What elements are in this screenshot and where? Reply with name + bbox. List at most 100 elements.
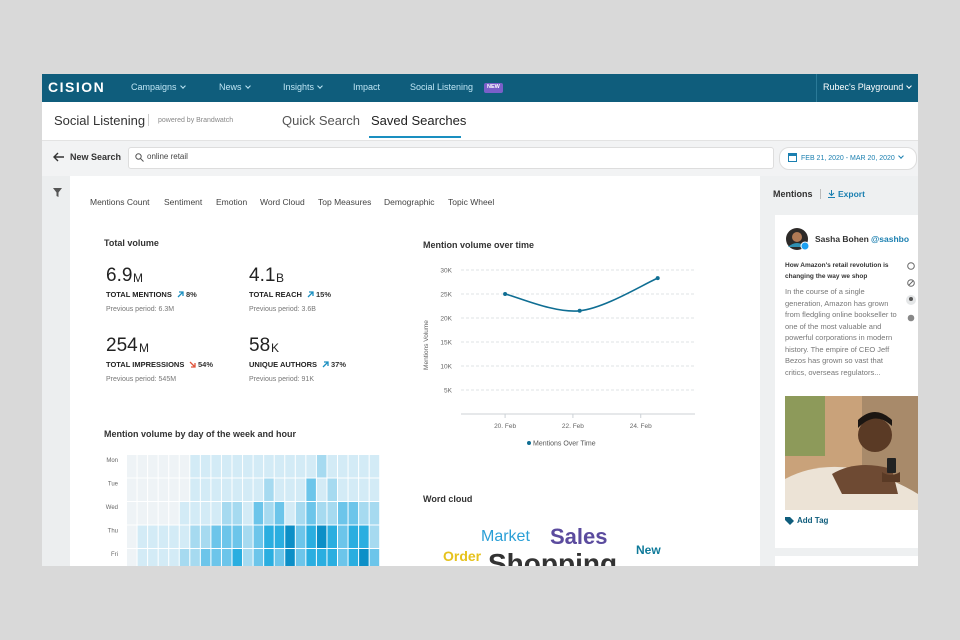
author-name[interactable]: Sasha Bohen xyxy=(815,234,869,244)
add-tag[interactable]: Add Tag xyxy=(797,516,829,525)
heat-cell xyxy=(327,478,337,501)
metric-unit: M xyxy=(139,341,149,355)
analysis-tab[interactable]: Word Cloud xyxy=(260,197,305,207)
heat-cell xyxy=(137,478,148,501)
heat-cell xyxy=(338,455,348,478)
heat-cell xyxy=(348,455,359,478)
heat-cell xyxy=(306,525,316,548)
heat-cell xyxy=(327,525,337,548)
point xyxy=(503,292,508,296)
heat-cell xyxy=(127,549,137,566)
logo[interactable]: CISION xyxy=(48,79,106,95)
account-menu[interactable]: Rubec's Playground xyxy=(823,83,911,92)
row-label: Fri xyxy=(111,552,118,558)
search-icon xyxy=(135,153,144,162)
heat-cell xyxy=(169,478,179,501)
analysis-tab[interactable]: Demographic xyxy=(384,197,435,207)
heat-cell xyxy=(338,502,348,525)
heat-cell xyxy=(137,502,148,525)
heat-cell xyxy=(211,478,221,501)
date-range: FEB 21, 2020 - MAR 20, 2020 xyxy=(801,154,903,162)
heat-cell xyxy=(137,549,148,566)
search-input[interactable] xyxy=(128,147,774,169)
heat-cell xyxy=(359,455,369,478)
metric-label: TOTAL IMPRESSIONS xyxy=(106,360,185,369)
tab[interactable]: Quick Search xyxy=(282,113,361,128)
page-title: Social Listening xyxy=(54,113,146,128)
filter-icon[interactable] xyxy=(53,188,62,197)
export-icon xyxy=(828,190,835,198)
heat-cell xyxy=(348,502,359,525)
heat-cell xyxy=(243,478,253,501)
line xyxy=(504,277,659,312)
section-title: Total volume xyxy=(104,238,159,248)
nav-item[interactable]: Social Listening xyxy=(410,82,474,92)
powered-by: powered by Brandwatch xyxy=(158,117,234,124)
y-tick-label: 10K xyxy=(440,364,452,371)
analysis-tab[interactable]: Top Measures xyxy=(318,197,372,207)
heat-cell xyxy=(369,455,380,478)
analysis-tab[interactable]: Topic Wheel xyxy=(448,197,495,207)
separator xyxy=(816,74,817,102)
tag-icon xyxy=(785,517,794,525)
heat-cell xyxy=(274,525,285,548)
heat-cell xyxy=(232,502,243,525)
heat-cell xyxy=(274,549,285,566)
analysis-tab[interactable]: Sentiment xyxy=(164,197,203,207)
heat-cell xyxy=(211,502,221,525)
analysis-tab[interactable]: Emotion xyxy=(216,197,248,207)
metric-previous: Previous period: 3.6B xyxy=(249,306,316,313)
nav-item[interactable]: Insights xyxy=(283,83,322,92)
heat-cell xyxy=(359,502,369,525)
heat-cell xyxy=(232,478,243,501)
heat-cell xyxy=(285,549,295,566)
heat-cell xyxy=(359,549,369,566)
new-search[interactable]: New Search xyxy=(70,152,122,162)
heat-cell xyxy=(158,549,169,566)
filter-strip xyxy=(42,176,70,566)
nav-item[interactable]: Impact xyxy=(353,82,381,92)
back-arrow[interactable] xyxy=(53,152,65,162)
metric-change: 37% xyxy=(331,360,347,369)
y-tick-label: 15K xyxy=(440,340,452,347)
heat-cell xyxy=(148,525,158,548)
heat-cell xyxy=(190,478,200,501)
heat-cell xyxy=(221,502,232,525)
heat-cell xyxy=(200,502,211,525)
card-icons[interactable] xyxy=(906,261,916,323)
heat-cell xyxy=(306,502,316,525)
metric-change: 15% xyxy=(316,290,332,299)
heat-cell xyxy=(253,502,264,525)
y-tick-label: 5K xyxy=(444,388,453,395)
heat-cell xyxy=(179,478,190,501)
heat-cell xyxy=(211,525,221,548)
heat-cell xyxy=(169,455,179,478)
heat-cell xyxy=(148,478,158,501)
metric-value: 58 xyxy=(249,335,271,356)
heat-cell xyxy=(200,549,211,566)
nav-item[interactable]: Campaigns xyxy=(131,83,185,92)
analysis-tab[interactable]: Mentions Count xyxy=(90,197,150,207)
word: Shopping xyxy=(488,548,618,567)
heat-cell xyxy=(264,549,274,566)
heat-cell xyxy=(338,478,348,501)
metric-unit: M xyxy=(133,271,143,285)
metric-previous: Previous period: 91K xyxy=(249,376,314,383)
heat-cell xyxy=(369,549,380,566)
heat-cell xyxy=(359,525,369,548)
export-button[interactable]: Export xyxy=(838,189,865,199)
nav-badge: NEW xyxy=(484,83,503,93)
heat-cell xyxy=(285,455,295,478)
author-handle[interactable]: @sashbo xyxy=(871,234,910,244)
legend-marker xyxy=(527,441,531,445)
heat-cell xyxy=(221,455,232,478)
tab-active[interactable]: Saved Searches xyxy=(371,113,467,128)
heat-cell xyxy=(232,455,243,478)
heat-cell xyxy=(179,525,190,548)
heat-cell xyxy=(327,455,337,478)
heat-cell xyxy=(169,525,179,548)
heat-cell xyxy=(316,549,327,566)
heat-cell xyxy=(316,502,327,525)
nav-item[interactable]: News xyxy=(219,83,250,92)
